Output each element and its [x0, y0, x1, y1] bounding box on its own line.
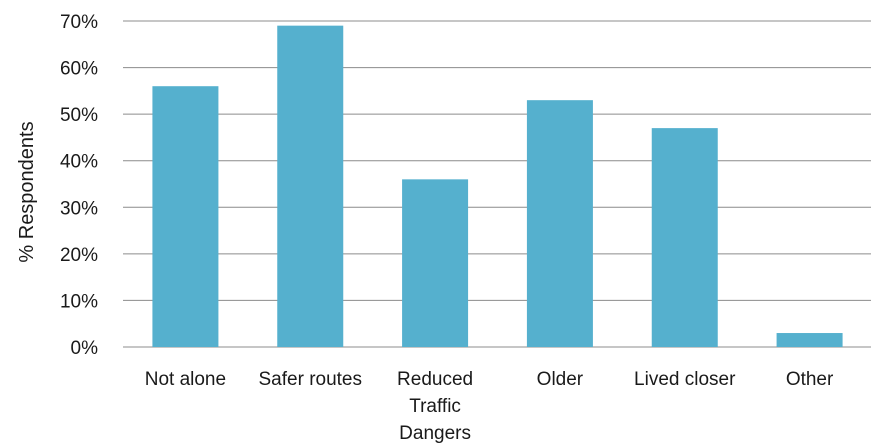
- x-tick-label: Lived closer: [634, 369, 736, 390]
- bar: [526, 100, 593, 348]
- y-tick-label: 0%: [71, 338, 99, 359]
- x-tick-label: Safer routes: [259, 369, 363, 390]
- bar: [152, 86, 219, 347]
- x-tick-label: Other: [786, 369, 834, 390]
- y-tick-label: 70%: [60, 12, 98, 33]
- y-tick-label: 10%: [60, 291, 98, 312]
- y-tick-label: 60%: [60, 59, 98, 80]
- y-axis-title: % Respondents: [16, 121, 38, 262]
- y-tick-labels: 0% 10% 20% 30% 40% 50% 60% 70%: [60, 12, 98, 359]
- bar: [776, 333, 843, 347]
- y-tick-label: 40%: [60, 152, 98, 173]
- x-tick-label: Not alone: [145, 369, 226, 390]
- bar: [402, 179, 469, 347]
- y-tick-label: 30%: [60, 198, 98, 219]
- gridlines: [123, 20, 871, 348]
- bars: [152, 25, 843, 348]
- bar: [277, 25, 344, 348]
- x-tick-label: Reduced Traffic Dangers: [397, 369, 473, 444]
- bar: [651, 128, 718, 347]
- y-tick-label: 50%: [60, 105, 98, 126]
- x-tick-labels: Not alone Safer routes Reduced Traffic Dange…: [145, 369, 834, 444]
- y-tick-label: 20%: [60, 245, 98, 266]
- x-tick-label: Older: [537, 369, 584, 390]
